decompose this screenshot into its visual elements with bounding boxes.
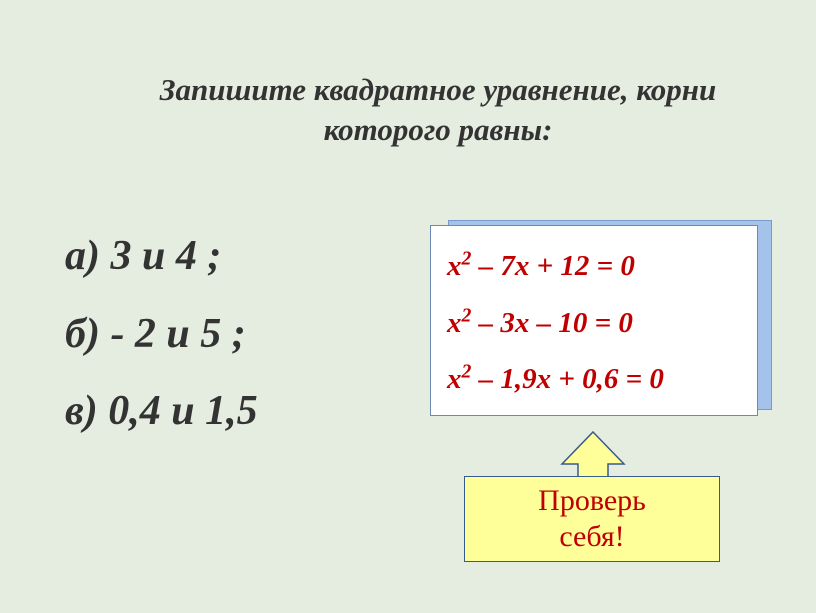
answer-1: x2 – 7x + 12 = 0	[447, 238, 741, 295]
answer-2: x2 – 3x – 10 = 0	[447, 295, 741, 352]
answer-box: x2 – 7x + 12 = 0 x2 – 3x – 10 = 0 x2 – 1…	[430, 225, 758, 416]
check-line-1: Проверь	[538, 483, 646, 519]
arrow-up-icon	[558, 430, 628, 476]
answer-3: x2 – 1,9x + 0,6 = 0	[447, 351, 741, 408]
question-v: в) 0,4 и 1,5	[65, 373, 258, 451]
check-yourself-box: Проверь себя!	[464, 476, 720, 562]
question-b: б) - 2 и 5 ;	[65, 296, 258, 374]
check-line-2: себя!	[559, 519, 624, 555]
question-list: а) 3 и 4 ; б) - 2 и 5 ; в) 0,4 и 1,5	[65, 218, 258, 451]
slide-title: Запишите квадратное уравнение, корни кот…	[120, 70, 756, 151]
question-a: а) 3 и 4 ;	[65, 218, 258, 296]
